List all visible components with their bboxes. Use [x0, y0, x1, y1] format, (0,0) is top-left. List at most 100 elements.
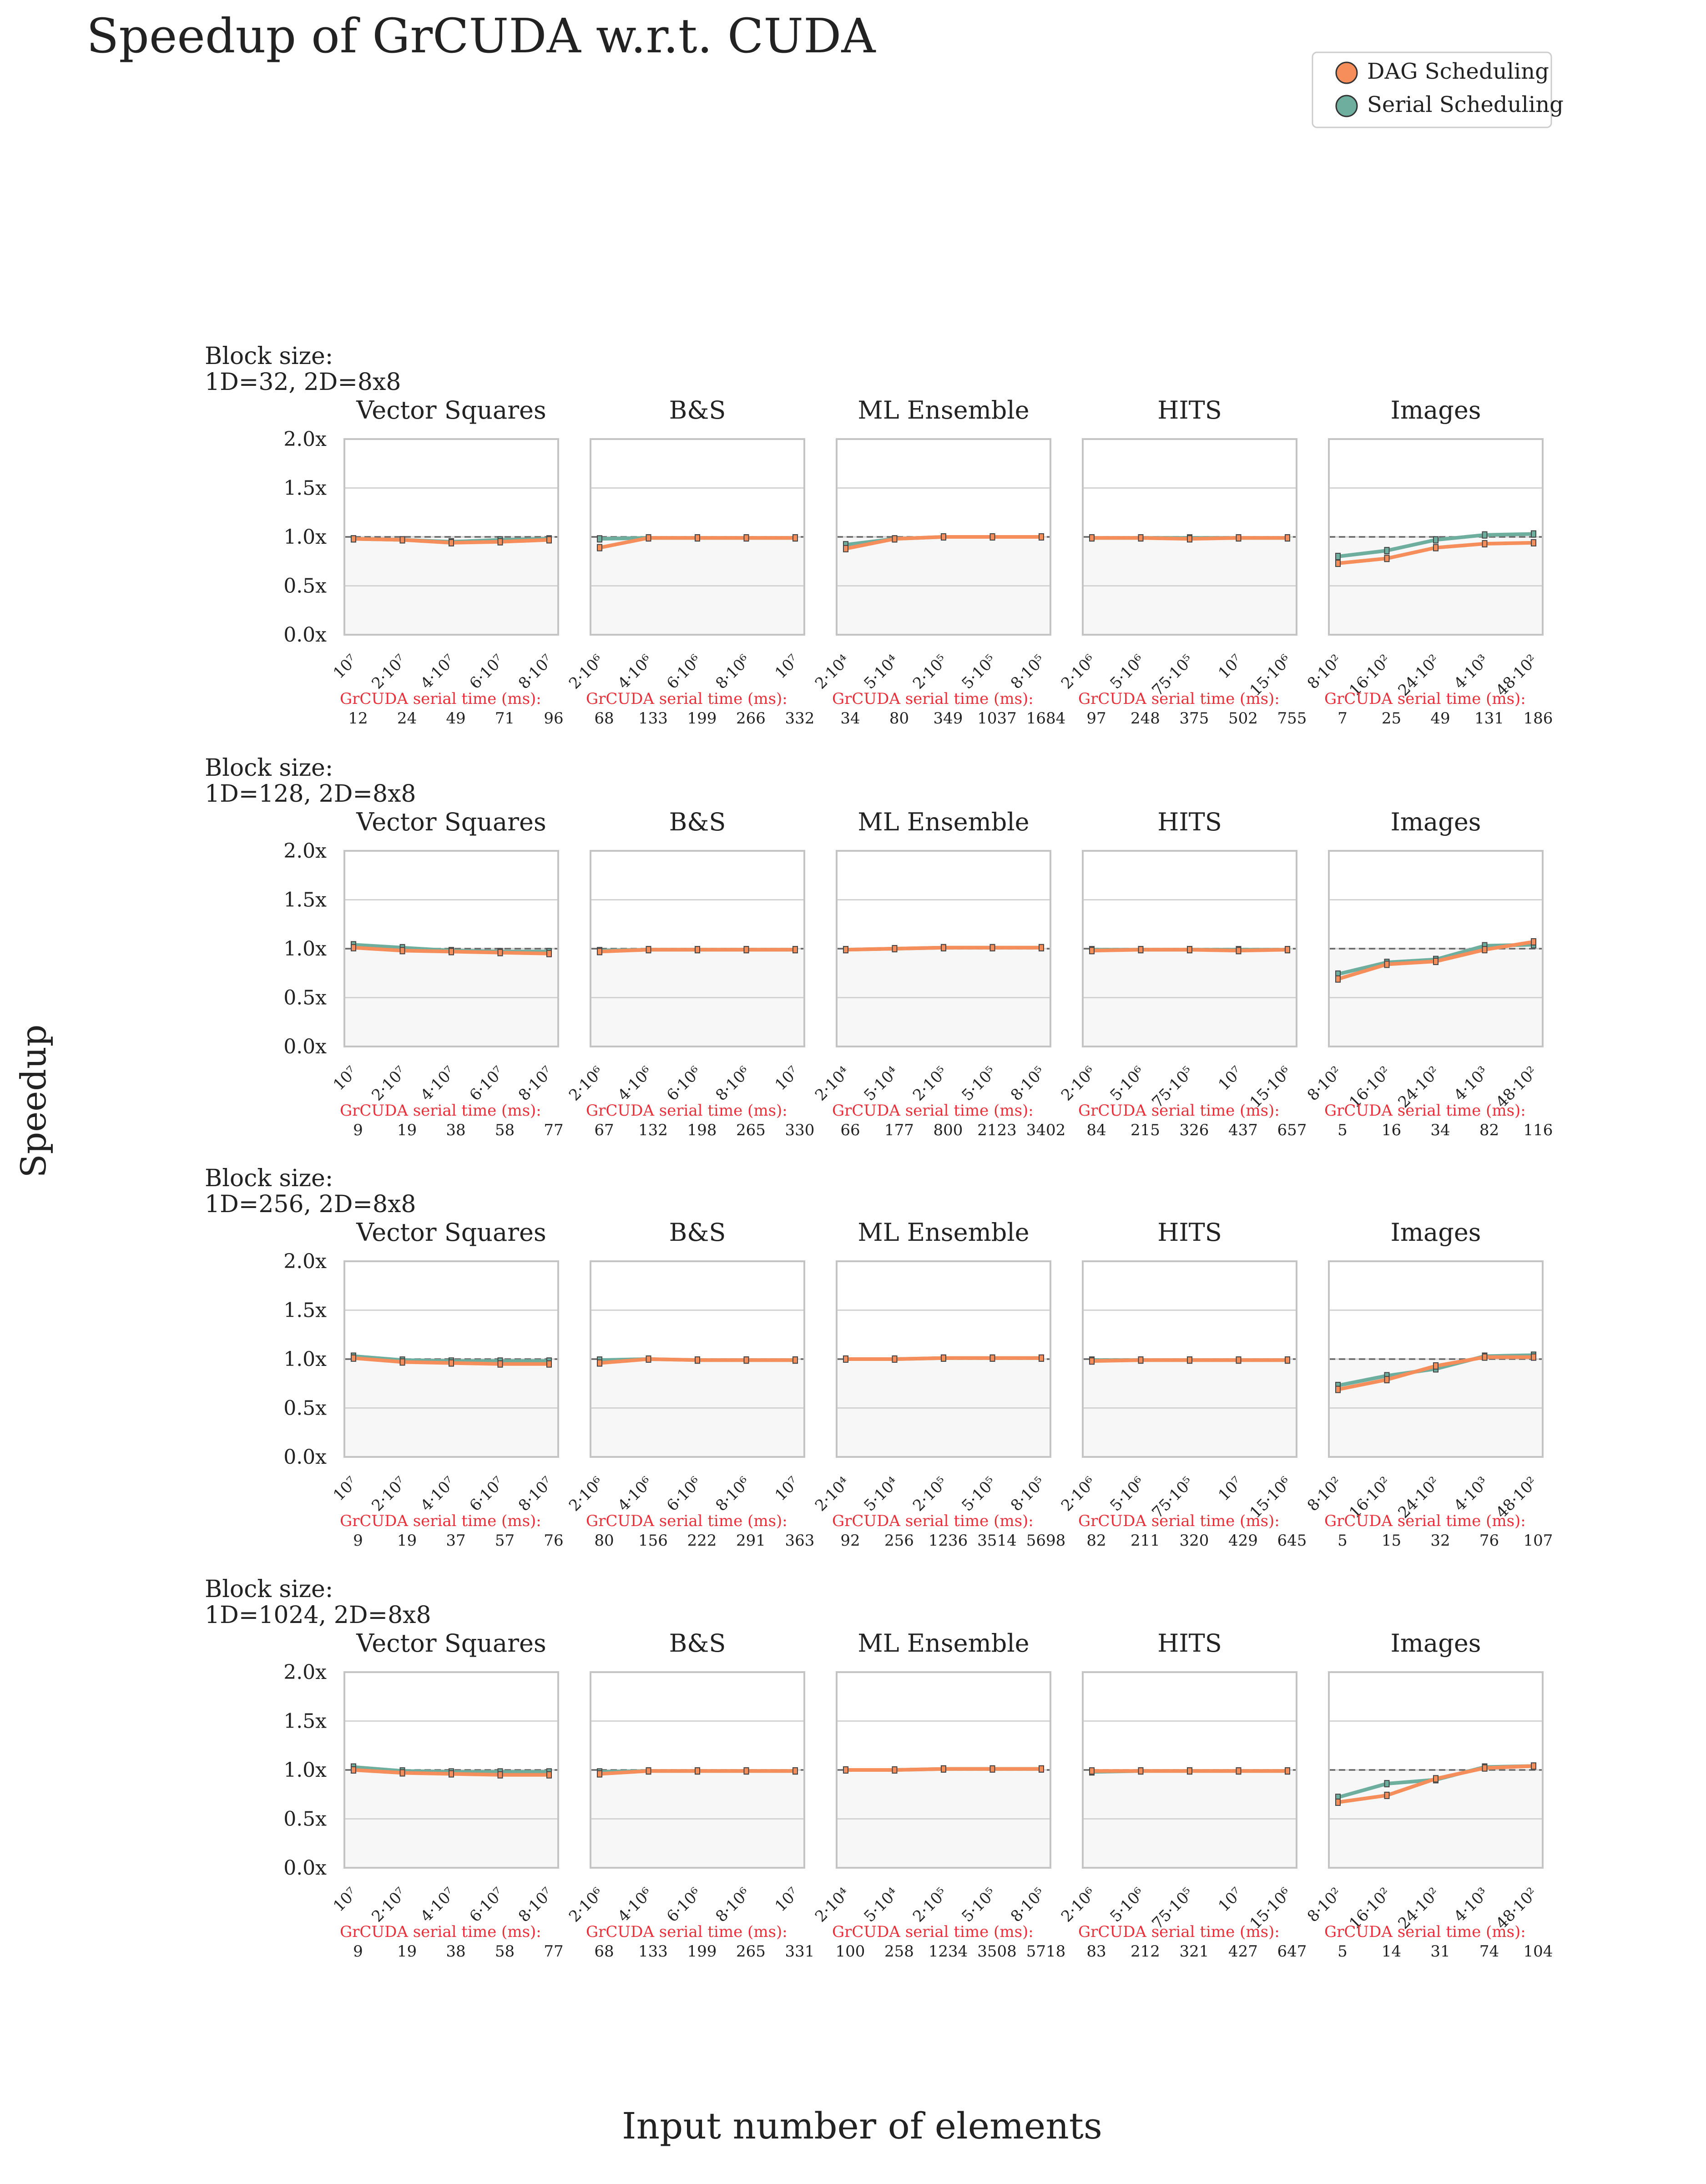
x-tick-label: 10⁷	[330, 1884, 361, 1916]
dag-point	[497, 538, 503, 546]
serial-time-label: GrCUDA serial time (ms):	[1078, 690, 1280, 708]
x-tick-label: 2·10⁵	[909, 1473, 951, 1515]
serial-time-value: 5	[1338, 1942, 1348, 1961]
dag-point	[1433, 957, 1438, 965]
panel-frame	[1328, 850, 1544, 1047]
x-tick-label: 5·10⁶	[1106, 651, 1148, 693]
dag-point	[1433, 1775, 1438, 1783]
serial-time-label: GrCUDA serial time (ms):	[1324, 1923, 1526, 1941]
block-size-label: 1D=1024, 2D=8x8	[205, 1602, 431, 1629]
x-tick-label: 5·10⁴	[860, 1063, 902, 1104]
panel-frame	[836, 438, 1051, 636]
panel-frame	[343, 438, 559, 636]
panel-frame	[1082, 1260, 1297, 1458]
serial-time-value: 291	[736, 1532, 766, 1550]
serial-time-value: 57	[495, 1532, 515, 1550]
y-tick-label: 0.5x	[283, 575, 327, 598]
serial-time-value: 211	[1131, 1532, 1160, 1550]
dag-point	[1384, 1791, 1390, 1799]
serial-point	[1384, 547, 1390, 555]
panel-frame	[1328, 1260, 1544, 1458]
dag-point	[1039, 944, 1044, 951]
serial-time-value: 5698	[1026, 1532, 1066, 1550]
x-tick-label: 6·10⁶	[663, 1473, 705, 1515]
panel-title: Vector Squares	[356, 1218, 546, 1247]
dag-point	[1384, 961, 1390, 968]
block-size-label: Block size:	[205, 343, 333, 370]
dag-point	[1236, 1767, 1242, 1775]
dag-point	[1531, 539, 1536, 546]
dag-point	[695, 534, 700, 542]
serial-time-value: 80	[594, 1532, 614, 1550]
serial-time-value: 77	[544, 1942, 563, 1961]
y-tick-label: 0.5x	[283, 1808, 327, 1831]
serial-time-label: GrCUDA serial time (ms):	[832, 1102, 1034, 1120]
dag-point	[743, 1767, 749, 1775]
serial-time-value: 82	[1086, 1532, 1106, 1550]
dag-point	[449, 539, 454, 546]
block-size-label: 1D=128, 2D=8x8	[205, 780, 416, 808]
panel: ML Ensemble 2·10⁴ 5·10⁴ 2·10⁵ 5·10⁵ 8·10⁵GrCU…	[812, 808, 1065, 1139]
panel-frame	[590, 1671, 805, 1869]
y-tick-label: 1.5x	[283, 1710, 327, 1733]
dag-point	[792, 534, 798, 542]
x-tick-label: 2·10⁴	[812, 1473, 853, 1515]
serial-time-value: 248	[1131, 709, 1160, 728]
serial-time-value: 177	[884, 1121, 914, 1139]
panel-frame	[1082, 438, 1297, 636]
x-tick-label: 4·10³	[1450, 1884, 1492, 1926]
panel: Vector Squares 10⁷ 2·10⁷ 4·10⁷ 6·10⁷ 8·10⁷GrC…	[330, 808, 564, 1139]
panel-title: Images	[1391, 1218, 1481, 1247]
serial-time-value: 107	[1524, 1532, 1553, 1550]
legend-dag-label: DAG Scheduling	[1367, 59, 1549, 84]
serial-time-value: 1684	[1026, 709, 1066, 728]
x-tick-label: 4·10³	[1450, 1063, 1492, 1104]
panel-title: ML Ensemble	[858, 396, 1029, 425]
y-tick-label: 2.0x	[283, 1661, 327, 1684]
serial-time-value: 74	[1479, 1942, 1499, 1961]
panel: B&S 2·10⁶ 4·10⁶ 6·10⁶ 8·10⁶ 10⁷ GrCUDA serial …	[565, 396, 815, 728]
serial-time-label: GrCUDA serial time (ms):	[1324, 1102, 1526, 1120]
serial-time-value: 19	[397, 1942, 417, 1961]
serial-time-value: 1236	[929, 1532, 968, 1550]
serial-time-value: 215	[1131, 1121, 1160, 1139]
serial-time-value: 321	[1180, 1942, 1209, 1961]
x-tick-label: 8·10⁵	[1007, 651, 1049, 693]
x-tick-label: 4·10⁷	[417, 1884, 459, 1926]
dag-point	[1039, 533, 1044, 541]
serial-point	[1482, 531, 1488, 539]
x-tick-label: 5·10⁴	[860, 1884, 902, 1926]
x-tick-label: 8·10²	[1304, 651, 1345, 693]
panel-title: B&S	[669, 1218, 726, 1247]
serial-time-value: 16	[1382, 1121, 1401, 1139]
panel-title: ML Ensemble	[858, 808, 1029, 836]
serial-time-value: 657	[1277, 1121, 1307, 1139]
y-tick-label: 1.0x	[283, 1759, 327, 1782]
panel-title: HITS	[1157, 1218, 1221, 1247]
panel-frame	[590, 850, 805, 1047]
x-tick-label: 8·10⁵	[1007, 1473, 1049, 1515]
x-tick-label: 5·10⁶	[1106, 1884, 1148, 1926]
panel-frame	[590, 1260, 805, 1458]
panel-title: B&S	[669, 808, 726, 836]
x-tick-label: 6·10⁶	[663, 651, 705, 693]
serial-time-value: 258	[884, 1942, 914, 1961]
dag-point	[1138, 1356, 1144, 1364]
serial-time-value: 199	[687, 1942, 717, 1961]
dag-point	[1482, 540, 1488, 548]
dag-point	[546, 1360, 552, 1368]
serial-time-value: 25	[1382, 709, 1401, 728]
serial-time-value: 80	[889, 709, 909, 728]
x-tick-label: 5·10⁵	[958, 1473, 999, 1515]
serial-time-label: GrCUDA serial time (ms):	[1078, 1512, 1280, 1530]
dag-point	[597, 544, 602, 551]
panel-title: ML Ensemble	[858, 1218, 1029, 1247]
panel-title: Images	[1391, 396, 1481, 425]
dag-point	[1089, 1767, 1095, 1775]
x-tick-label: 5·10⁵	[958, 651, 999, 693]
serial-time-value: 645	[1277, 1532, 1307, 1550]
y-tick-label: 0.5x	[283, 1397, 327, 1420]
x-tick-label: 2·10⁷	[368, 1063, 409, 1104]
x-tick-label: 10⁷	[330, 1473, 361, 1505]
